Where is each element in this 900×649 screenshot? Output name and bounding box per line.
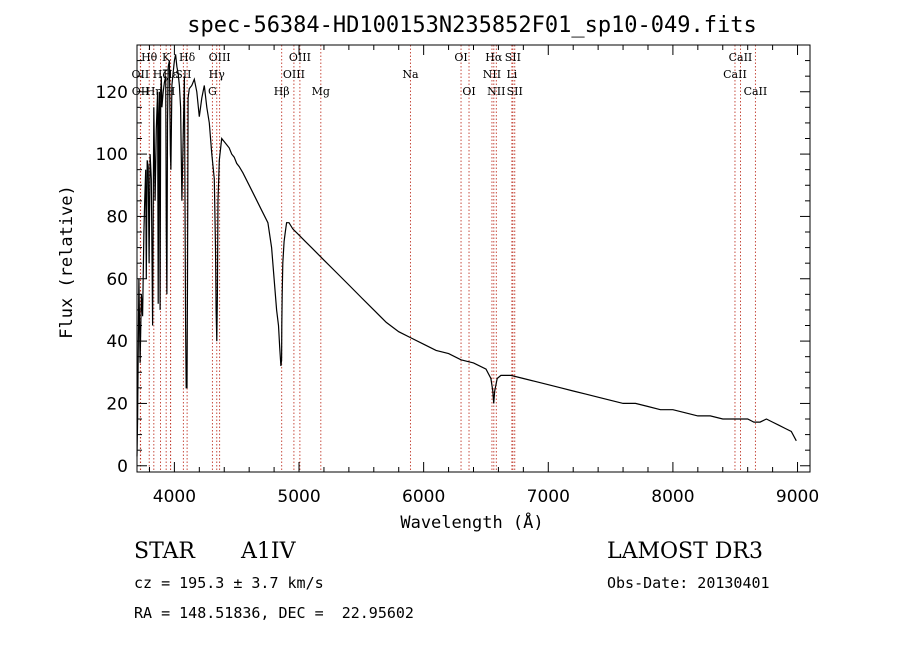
y-tick-label-1: 20 <box>106 394 128 414</box>
line-label-11: Hγ <box>209 68 226 81</box>
x-tick-label-1: 5000 <box>277 487 320 507</box>
line-label-27: CaII <box>723 68 747 81</box>
y-axis-label: Flux (relative) <box>57 185 77 339</box>
line-label-20: Hα <box>485 51 503 64</box>
line-label-7: Hε <box>163 68 179 81</box>
line-label-16: Mg <box>312 85 330 98</box>
line-label-22: NII <box>487 85 505 98</box>
line-label-23: SII <box>505 51 521 64</box>
spectral-subclass: A1IV <box>241 539 296 564</box>
x-tick-label-0: 4000 <box>153 487 196 507</box>
line-label-17: Na <box>402 68 419 81</box>
observation-date: Obs-Date: 20130401 <box>607 574 770 592</box>
x-tick-label-4: 8000 <box>651 487 694 507</box>
line-label-19: OI <box>462 85 475 98</box>
y-axis-ticks: 0 20 40 60 80 100 120 <box>96 60 810 477</box>
y-tick-label-6: 120 <box>96 83 128 103</box>
line-label-1: OII <box>132 68 150 81</box>
y-tick-label-5: 100 <box>96 145 128 165</box>
line-label-4: Hζ <box>153 68 169 81</box>
line-label-6: H <box>166 85 176 98</box>
line-label-12: G <box>208 85 217 98</box>
y-tick-label-4: 80 <box>106 207 128 227</box>
line-label-5: K <box>162 51 171 64</box>
line-label-8: SII <box>175 68 191 81</box>
x-axis-label: Wavelength (Å) <box>400 511 543 533</box>
line-label-13: Hβ <box>274 85 290 98</box>
line-label-28: CaII <box>744 85 768 98</box>
line-label-26: CaII <box>729 51 753 64</box>
y-tick-label-2: 40 <box>106 332 128 352</box>
line-label-15: OIII <box>289 51 311 64</box>
spectrum-line <box>136 54 797 457</box>
y-tick-label-0: 0 <box>117 457 128 477</box>
survey-release: LAMOST DR3 <box>607 539 763 564</box>
emission-line-markers <box>139 45 756 472</box>
y-tick-label-3: 60 <box>106 270 128 290</box>
redshift-velocity: cz = 195.3 ± 3.7 km/s <box>134 574 324 592</box>
chart-title: spec-56384-HD100153N235852F01_sp10-049.f… <box>187 13 757 38</box>
plot-frame <box>136 44 811 473</box>
x-tick-label-3: 7000 <box>527 487 570 507</box>
line-label-18: OI <box>454 51 467 64</box>
x-tick-label-2: 6000 <box>402 487 445 507</box>
line-label-14: OIII <box>283 68 305 81</box>
line-label-24: Li <box>506 68 517 81</box>
line-label-25: SII <box>507 85 523 98</box>
line-label-0: Hθ <box>141 51 158 64</box>
coordinates: RA = 148.51836, DEC = 22.95602 <box>134 604 414 622</box>
line-label-21: NII <box>483 68 501 81</box>
object-class: STAR <box>134 539 195 564</box>
line-label-9: Hδ <box>179 51 196 64</box>
x-axis-ticks: 4000 5000 6000 7000 8000 9000 <box>148 45 819 507</box>
x-tick-label-5: 9000 <box>776 487 819 507</box>
line-label-10: OIII <box>209 51 231 64</box>
